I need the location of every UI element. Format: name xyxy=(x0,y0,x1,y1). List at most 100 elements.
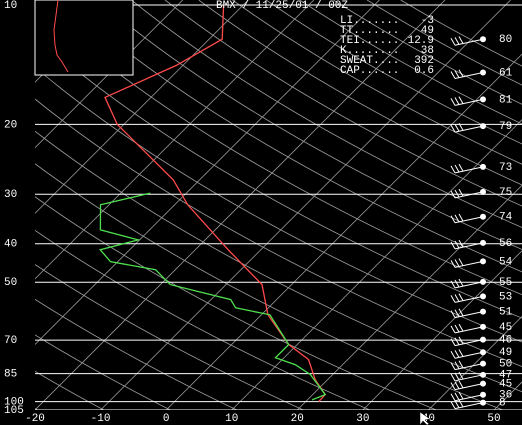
wind-barb-flag xyxy=(454,189,460,198)
wind-barb-flag xyxy=(454,361,460,369)
wind-barb-flag xyxy=(458,163,464,172)
wind-barb-flag xyxy=(450,215,456,224)
wind-barb-flag xyxy=(450,280,456,289)
wind-level-label: 80 xyxy=(499,34,512,46)
wind-barb xyxy=(454,326,484,334)
wind-barb-flag xyxy=(450,310,456,318)
index-name: TEI xyxy=(340,35,360,47)
wind-barb-flag xyxy=(450,98,456,106)
wind-level-label: 47 xyxy=(499,370,512,382)
index-name: LI xyxy=(340,15,353,27)
wind-barb-flag xyxy=(458,371,464,380)
wind-level-label: 81 xyxy=(499,94,513,106)
wind-barb xyxy=(454,242,484,250)
y-tick-label: 50 xyxy=(4,277,17,289)
index-value: 12.9 xyxy=(408,35,434,47)
isotherm xyxy=(35,0,446,410)
wind-level-label: 53 xyxy=(499,291,512,303)
index-leader: ....... xyxy=(353,15,399,27)
wind-barb-flag xyxy=(458,293,464,301)
dry-adiabat xyxy=(131,0,522,228)
wind-level-label: 56 xyxy=(499,238,512,250)
wind-barb-flag xyxy=(458,188,464,197)
wind-barb-flag xyxy=(458,69,464,77)
wind-barb xyxy=(454,191,484,199)
inset-trace xyxy=(53,0,69,73)
wind-barb-flag xyxy=(454,214,460,223)
index-leader: .... xyxy=(373,55,399,67)
wind-level-label: 45 xyxy=(499,379,512,391)
wind-barb xyxy=(454,311,484,319)
wind-barb-flag xyxy=(458,36,464,44)
dry-adiabat xyxy=(35,229,370,410)
isotherm xyxy=(297,184,522,410)
wind-barb xyxy=(454,281,484,289)
x-tick-label: 50 xyxy=(487,413,500,425)
dry-adiabat xyxy=(97,0,522,250)
wind-level-label: 50 xyxy=(499,358,512,370)
wind-barb xyxy=(454,38,484,46)
wind-barb xyxy=(454,394,484,402)
wind-barb-flag xyxy=(454,337,460,346)
wind-barb-flag xyxy=(454,37,460,45)
wind-barb-flag xyxy=(458,336,464,345)
plot-area xyxy=(35,0,522,410)
wind-barb-flag xyxy=(450,338,456,346)
y-tick-label: 70 xyxy=(4,335,17,347)
wind-level-label: 75 xyxy=(499,187,512,199)
isotherm xyxy=(100,0,511,410)
wind-barb-flag xyxy=(458,360,464,369)
dry-adiabat xyxy=(366,0,522,86)
wind-barb-flag xyxy=(450,362,456,370)
index-name: K xyxy=(340,45,347,57)
dry-adiabat xyxy=(35,408,38,410)
x-tick-label: 20 xyxy=(291,413,304,425)
index-name: SWEAT xyxy=(340,55,373,67)
wind-level-label: 49 xyxy=(499,347,512,359)
wind-barb-flag xyxy=(450,325,456,334)
index-value: 38 xyxy=(421,45,434,57)
wind-barb-flag xyxy=(454,309,460,317)
dry-adiabat xyxy=(35,334,171,410)
x-tick-label: 0 xyxy=(163,413,170,425)
index-leader: ....... xyxy=(353,25,399,37)
dry-adiabat xyxy=(35,298,238,410)
wind-level-label: 54 xyxy=(499,256,513,268)
index-value: 0.6 xyxy=(414,65,434,77)
wind-barb-flag xyxy=(450,38,456,46)
wind-barb-flag xyxy=(454,294,460,302)
wind-barb-flag xyxy=(450,241,456,250)
isotherm xyxy=(35,0,249,214)
index-value: -3 xyxy=(421,15,434,27)
wind-barb-flag xyxy=(454,97,460,105)
dry-adiabat xyxy=(299,0,522,125)
dry-adiabat xyxy=(198,0,522,186)
dry-adiabat xyxy=(333,0,522,105)
dry-adiabat xyxy=(35,130,522,393)
dry-adiabat xyxy=(265,0,522,145)
wind-barb-flag xyxy=(454,279,460,288)
index-name: CAP xyxy=(340,65,360,77)
wind-barb-flag xyxy=(458,258,464,266)
wind-barb xyxy=(454,260,484,268)
isotherm xyxy=(165,53,522,410)
wind-barb-flag xyxy=(454,350,460,358)
profile-line xyxy=(104,4,327,403)
wind-barb-flag xyxy=(450,393,456,401)
wind-barb xyxy=(454,351,484,359)
wind-barb-flag xyxy=(454,392,460,401)
wind-barb xyxy=(454,402,484,410)
wind-barb-flag xyxy=(454,123,460,132)
wind-barb-flag xyxy=(454,164,460,173)
wind-barb-flag xyxy=(454,70,460,78)
wind-barb-flag xyxy=(450,351,456,359)
wind-level-label: 61 xyxy=(499,67,513,79)
index-leader: ...... xyxy=(360,35,400,47)
isotherm xyxy=(231,119,522,410)
wind-barb-flag xyxy=(458,349,464,357)
y-tick-label: 20 xyxy=(4,119,17,131)
wind-barb-flag xyxy=(458,213,464,222)
wind-barb-flag xyxy=(454,381,460,389)
wind-barb xyxy=(454,383,484,391)
index-value: 49 xyxy=(421,25,434,37)
